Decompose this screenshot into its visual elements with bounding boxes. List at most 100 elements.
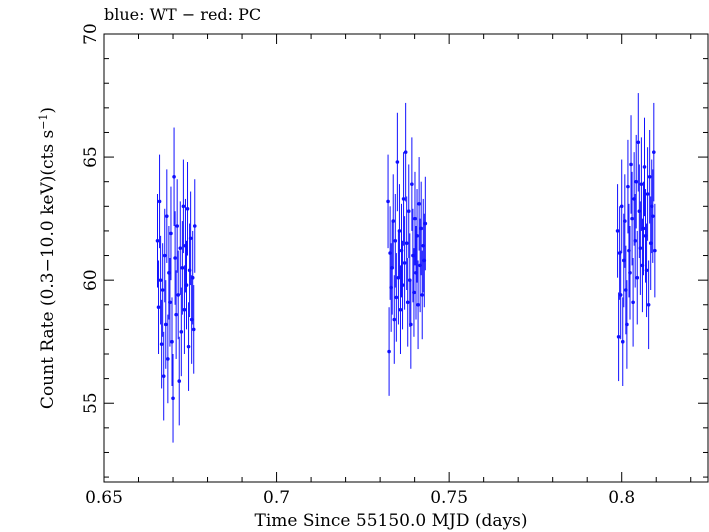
data-point (631, 300, 635, 305)
data-point (642, 165, 647, 169)
data-point (190, 275, 195, 280)
data-point (181, 204, 186, 209)
data-point (405, 300, 410, 305)
data-point (630, 216, 634, 221)
data-point (412, 290, 416, 295)
data-point (419, 226, 423, 231)
data-point (163, 322, 168, 327)
data-point (406, 209, 411, 214)
data-point (402, 261, 407, 265)
data-point (171, 396, 175, 401)
data-point (404, 241, 409, 246)
data-point (628, 270, 632, 275)
data-point (387, 349, 391, 354)
data-point (175, 224, 179, 228)
y-tick-label: 55 (81, 392, 101, 414)
data-point (615, 229, 620, 233)
data-point (397, 229, 402, 233)
data-point (403, 150, 408, 154)
data-point (650, 214, 655, 218)
y-tick-label: 60 (81, 269, 101, 291)
data-point (166, 357, 170, 361)
data-point (636, 140, 641, 145)
data-point (186, 344, 191, 349)
data-point (162, 253, 167, 258)
data-point (626, 184, 630, 189)
data-point (417, 202, 421, 206)
x-axis-label: Time Since 55150.0 MJD (days) (255, 511, 528, 531)
data-point (420, 293, 425, 297)
data-point (646, 302, 651, 307)
data-point (155, 238, 160, 243)
data-point (391, 219, 396, 223)
data-point (156, 305, 161, 310)
data-point (618, 293, 623, 297)
data-point (394, 295, 399, 300)
data-point (174, 312, 178, 317)
x-tick-label: 0.65 (85, 488, 123, 508)
data-point (393, 238, 398, 243)
data-point (185, 206, 190, 211)
data-point (170, 339, 174, 344)
data-point (157, 199, 162, 204)
y-axis-label-exponent: −1 (37, 114, 50, 130)
data-point (413, 216, 417, 221)
axis-ticks: 0.65 0.7 0.75 0.8 55 60 65 70 (81, 23, 708, 508)
y-axis-label-close: ) (38, 107, 58, 114)
data-point (634, 179, 639, 184)
y-axis-label: Count Rate (0.3−10.0 keV)(cts s−1) (37, 107, 58, 409)
data-point (409, 322, 413, 327)
data-point (158, 278, 163, 282)
data-point (633, 238, 637, 243)
data-point (392, 317, 397, 322)
data-point (641, 226, 646, 231)
x-tick-label: 0.7 (263, 488, 290, 508)
y-tick-label: 70 (81, 23, 101, 45)
data-point (401, 197, 406, 201)
data-point (172, 174, 176, 179)
data-point (182, 307, 187, 312)
data-point (400, 283, 405, 287)
data-point (160, 288, 165, 292)
data-point (652, 150, 656, 154)
data-point (639, 182, 644, 186)
data-point (645, 192, 650, 196)
data-point (177, 379, 182, 383)
data-point (395, 160, 400, 164)
data-point (178, 246, 183, 250)
data-point (386, 199, 390, 204)
data-point (620, 339, 625, 344)
data-point (161, 374, 166, 378)
data-point (176, 293, 181, 297)
data-point (168, 300, 172, 305)
data-point (165, 214, 169, 218)
x-tick-label: 0.75 (430, 488, 468, 508)
data-point (416, 302, 420, 307)
data-point (192, 224, 197, 228)
chart-title: blue: WT − red: PC (104, 5, 261, 24)
data-point (423, 221, 428, 226)
y-axis-label-main: Count Rate (0.3−10.0 keV)(cts s (38, 130, 58, 409)
data-point (644, 268, 649, 273)
x-tick-label: 0.8 (608, 488, 635, 508)
data-point (184, 283, 189, 287)
data-point (169, 231, 173, 236)
y-tick-label: 65 (81, 146, 101, 168)
data-point (638, 246, 643, 250)
data-point (653, 248, 657, 253)
data-point (647, 174, 652, 179)
data-point (180, 266, 185, 270)
data-point (191, 327, 196, 332)
data-point (623, 219, 627, 223)
data-marks (155, 93, 657, 443)
data-point (415, 234, 419, 238)
data-point (188, 236, 193, 241)
data-point (179, 330, 184, 334)
data-point (635, 275, 640, 280)
plot-frame (103, 33, 709, 483)
data-point (625, 322, 629, 327)
data-point (619, 204, 624, 209)
data-point (629, 162, 633, 167)
data-point (616, 334, 621, 339)
